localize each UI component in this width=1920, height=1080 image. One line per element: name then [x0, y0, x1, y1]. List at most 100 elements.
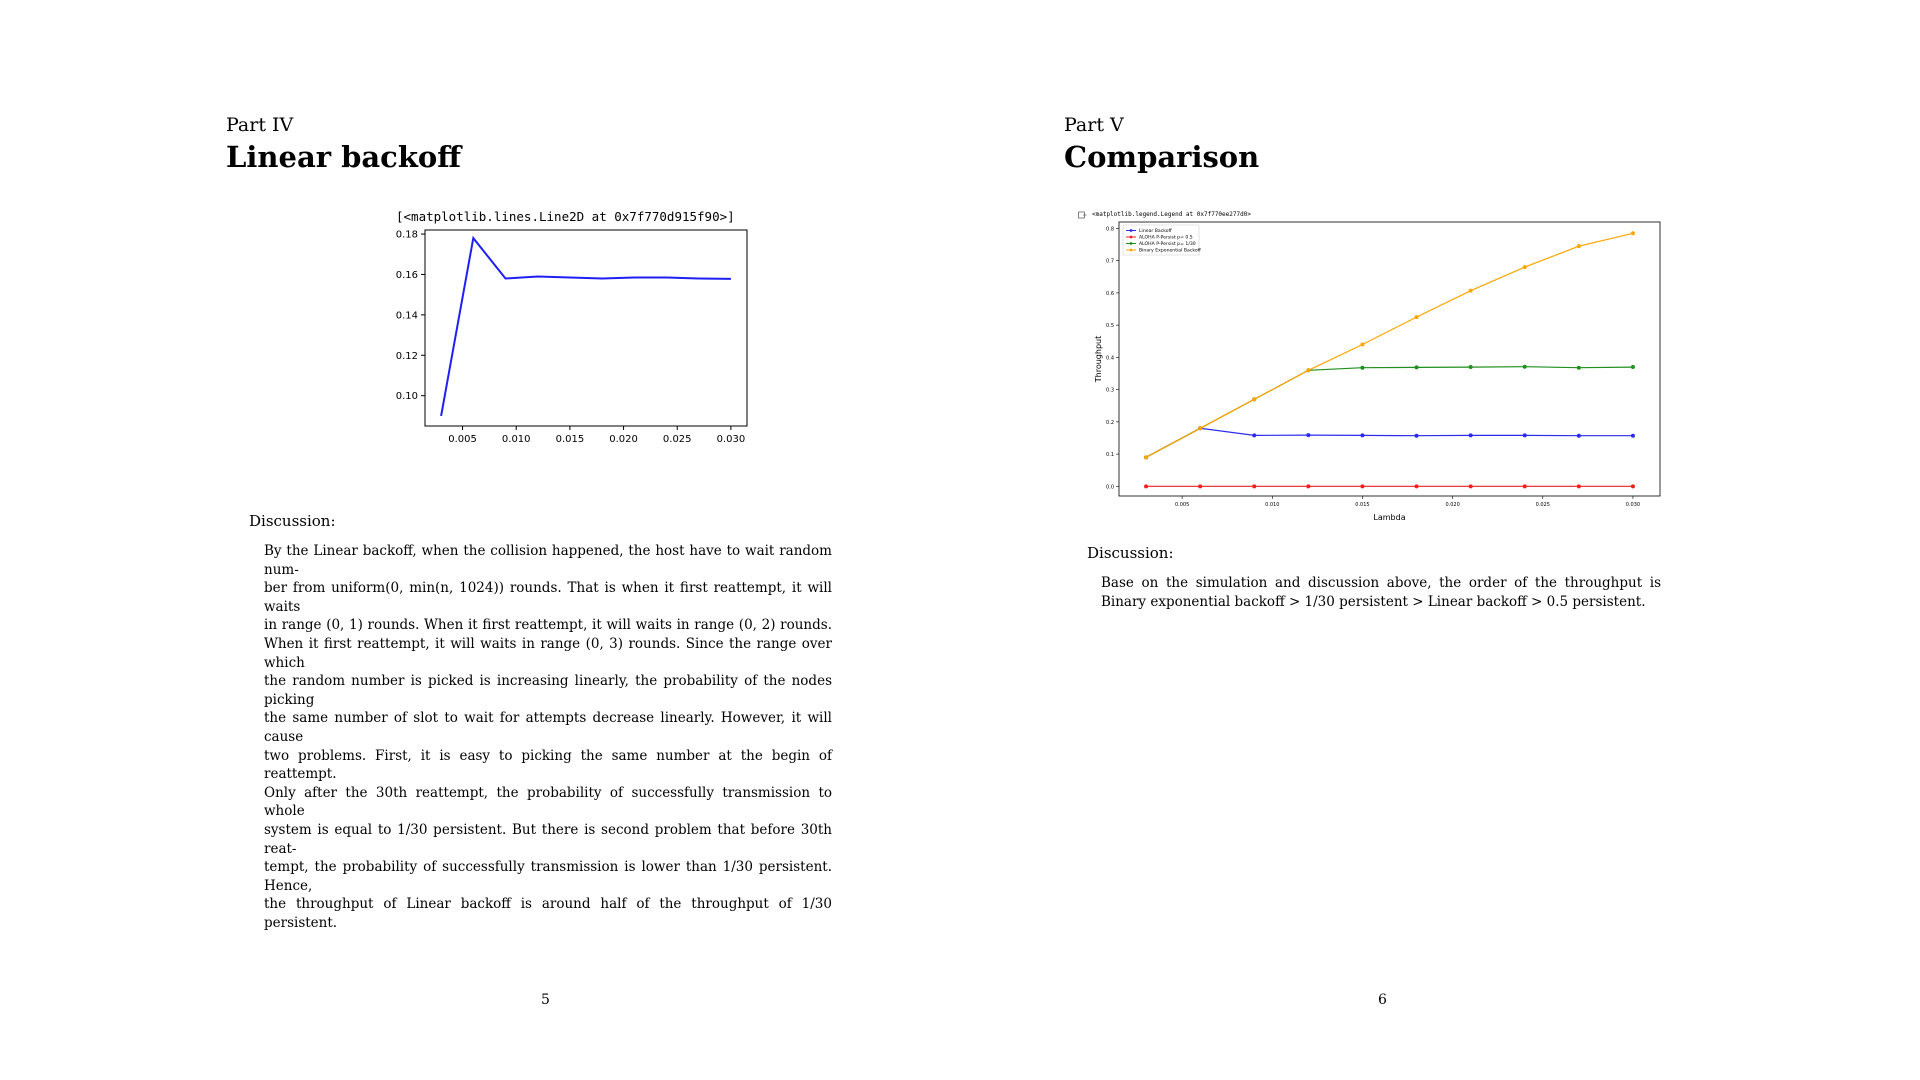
legend-label: Binary Exponential Backoff: [1139, 248, 1202, 254]
y-tick-label: 0.16: [396, 270, 418, 281]
y-tick-label: 0.2: [1106, 420, 1114, 426]
x-tick-label: 0.010: [502, 434, 531, 445]
linear-backoff-chart: 0.005 0.010 0.015 0.020 0.025 0.030 0.10 0.12 0.…: [396, 229, 748, 445]
series-marker: [1630, 231, 1635, 236]
discussion-label: Discussion:: [1087, 544, 1174, 562]
series-marker: [1144, 484, 1149, 489]
paragraph-line: tempt, the probability of successfully t…: [264, 859, 832, 894]
series-marker: [1360, 433, 1365, 438]
paragraph-line: ber from uniform(0, min(n, 1024)) rounds…: [264, 580, 832, 615]
x-tick-label: 0.030: [717, 434, 746, 445]
series-marker: [1360, 342, 1365, 347]
comparison-chart: 0.005 0.010 0.015 0.020 0.025 0.030 0.0 0.1 0.2 0…: [1094, 221, 1661, 522]
paragraph-line: two problems. First, it is easy to picki…: [264, 747, 832, 783]
series-marker: [1414, 484, 1419, 489]
y-tick-label: 0.0: [1106, 484, 1114, 490]
series-marker: [1468, 365, 1473, 370]
series-marker: [1576, 484, 1581, 489]
series-marker: [1414, 433, 1419, 438]
paragraph-line: in range (0, 1) rounds. When it first re…: [264, 617, 832, 634]
series-marker: [1252, 397, 1257, 402]
series-marker: [1306, 368, 1311, 373]
y-tick-label: 0.10: [396, 391, 418, 402]
series-marker: [1468, 288, 1473, 293]
x-tick-label: 0.030: [1626, 502, 1640, 508]
series-marker: [1576, 365, 1581, 370]
series-marker: [1306, 433, 1311, 438]
paragraph-line: Base on the simulation and discussion ab…: [1101, 575, 1661, 591]
code-output: <matplotlib.legend.Legend at 0x7f770ee27…: [1092, 211, 1251, 218]
legend-marker: [1129, 242, 1133, 245]
legend-box: [1122, 224, 1200, 256]
discussion-paragraph: Base on the simulation and discussion ab…: [1101, 574, 1661, 611]
series-marker: [1522, 484, 1527, 489]
y-tick-label: 0.8: [1106, 226, 1114, 232]
series-marker: [1468, 484, 1473, 489]
paragraph-line: When it first reattempt, it will waits i…: [264, 635, 832, 671]
series-marker: [1522, 433, 1527, 438]
paragraph-line: the random number is picked is increasin…: [264, 673, 832, 708]
series-marker: [1630, 365, 1635, 370]
y-tick-label: 0.3: [1106, 388, 1114, 394]
part-title: Comparison: [1064, 140, 1260, 174]
legend-marker: [1129, 229, 1133, 232]
paragraph-line: the throughput of Linear backoff is arou…: [264, 896, 832, 931]
y-axis-label: Throughput: [1094, 336, 1103, 383]
x-tick-label: 0.020: [1445, 502, 1459, 508]
series-marker: [1630, 484, 1635, 489]
y-tick-label: 0.5: [1106, 323, 1114, 329]
y-tick-label: 0.4: [1106, 355, 1114, 361]
legend-label: Linear Backoff: [1139, 228, 1173, 234]
series-marker: [1414, 315, 1419, 320]
series-marker: [1198, 426, 1203, 431]
series-line: [1145, 366, 1633, 458]
y-tick-label: 0.1: [1106, 452, 1114, 458]
legend-marker: [1129, 248, 1133, 252]
y-tick-label: 0.14: [396, 310, 418, 321]
page-number: 6: [1378, 992, 1387, 1008]
paragraph-line: Binary exponential backoff > 1/30 persis…: [1101, 593, 1646, 610]
series-marker: [1306, 484, 1311, 489]
y-tick-label: 0.6: [1106, 291, 1114, 297]
paragraph-line: Only after the 30th reattempt, the proba…: [264, 784, 832, 820]
x-tick-label: 0.005: [448, 434, 477, 445]
page-5: Part IV Linear backoff [<matplotlib.line…: [226, 114, 832, 1008]
output-arrow-icon: [1078, 211, 1087, 219]
series-marker: [1468, 433, 1473, 438]
series-marker: [1198, 484, 1203, 489]
series-marker: [1360, 484, 1365, 489]
y-tick-label: 0.7: [1106, 259, 1114, 265]
page-6: Part V Comparison <matplotlib.legend.Leg…: [960, 0, 1920, 1080]
series-line: [1145, 232, 1634, 458]
page-number: 5: [541, 992, 550, 1008]
plot-frame: [1118, 221, 1661, 497]
x-tick-label: 0.020: [609, 434, 638, 445]
x-tick-label: 0.005: [1175, 502, 1189, 508]
x-tick-label: 0.025: [663, 434, 692, 445]
series-marker: [1414, 365, 1419, 370]
discussion-paragraph: By the Linear backoff, when the collisio…: [264, 542, 832, 932]
x-tick-label: 0.015: [556, 434, 585, 445]
series-marker: [1144, 455, 1149, 460]
paragraph-line: system is equal to 1/30 persistent. But …: [264, 821, 832, 857]
x-tick-label: 0.025: [1536, 502, 1550, 508]
series-marker: [1576, 433, 1581, 438]
code-output: [<matplotlib.lines.Line2D at 0x7f770d915…: [396, 209, 735, 224]
series-marker: [1360, 365, 1365, 370]
part-label: Part IV: [226, 114, 294, 136]
series-line: [440, 235, 731, 417]
series-marker: [1252, 484, 1257, 489]
series-marker: [1576, 244, 1581, 249]
plot-frame: [424, 229, 748, 427]
discussion-label: Discussion:: [249, 512, 336, 530]
series-marker: [1630, 433, 1635, 438]
y-tick-label: 0.12: [396, 351, 418, 362]
part-label: Part V: [1064, 114, 1124, 136]
y-tick-label: 0.18: [396, 230, 418, 241]
x-tick-label: 0.015: [1355, 502, 1369, 508]
x-axis-label: Lambda: [1373, 513, 1405, 522]
legend-marker: [1129, 235, 1133, 239]
series-marker: [1252, 433, 1257, 438]
legend-label: ALOHA P-Persist p= 1/30: [1139, 241, 1196, 247]
paragraph-line: By the Linear backoff, when the collisio…: [264, 543, 832, 578]
